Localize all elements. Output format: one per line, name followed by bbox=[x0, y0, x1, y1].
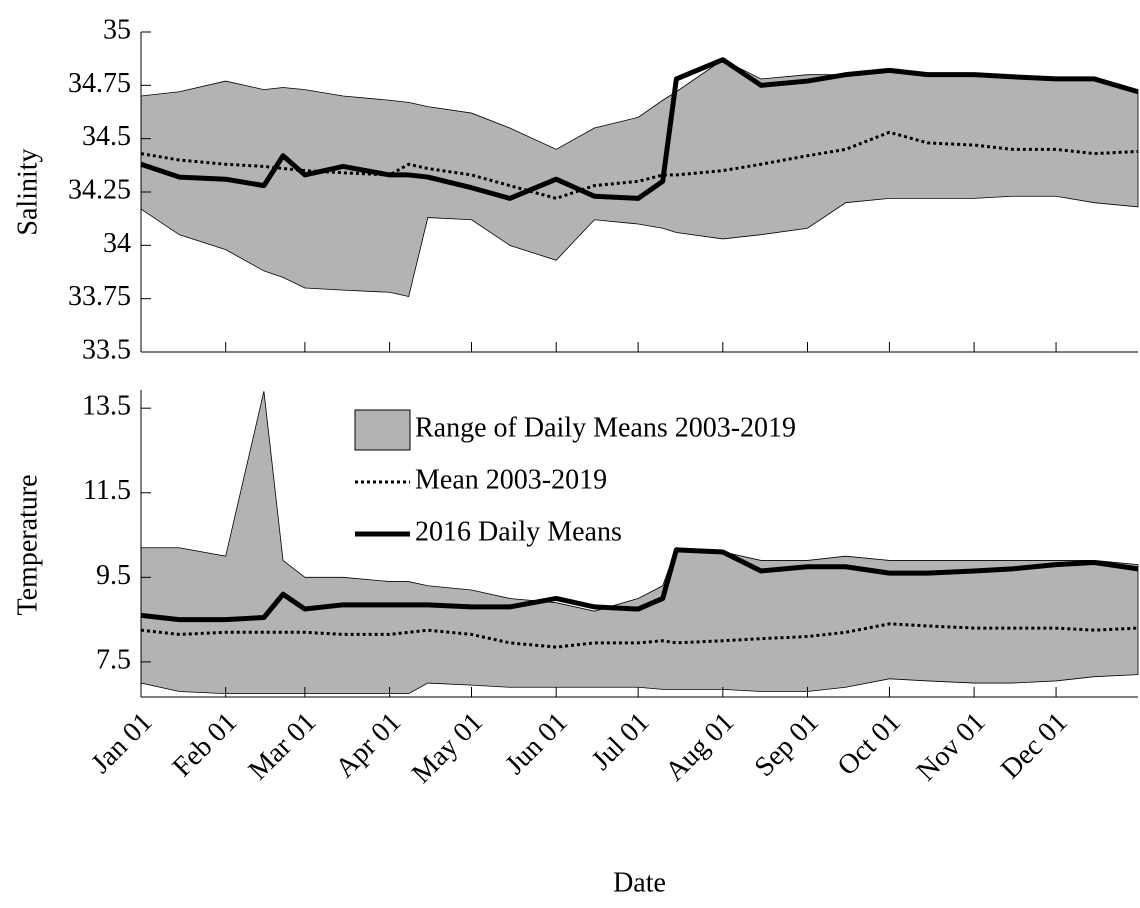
x-tick-label: Jul 01 bbox=[586, 707, 656, 777]
y-axis-label: Salinity bbox=[12, 148, 43, 235]
y-tick-label: 33.75 bbox=[68, 281, 131, 312]
y-tick-label: 34.75 bbox=[68, 68, 131, 99]
y-tick-label: 7.5 bbox=[96, 644, 131, 675]
legend-swatch bbox=[354, 409, 411, 451]
legend-label: 2016 Daily Means bbox=[415, 516, 622, 547]
x-axis-label: Date bbox=[613, 867, 666, 898]
y-tick-label: 11.5 bbox=[83, 475, 131, 506]
y-tick-label: 9.5 bbox=[96, 560, 131, 591]
x-tick-label: Apr 01 bbox=[330, 707, 407, 784]
y-tick-label: 35 bbox=[103, 14, 131, 45]
y-tick-label: 33.5 bbox=[82, 334, 131, 365]
x-tick-label: May 01 bbox=[406, 707, 489, 790]
x-tick-label: Oct 01 bbox=[832, 707, 907, 782]
x-tick-label: Jan 01 bbox=[85, 707, 158, 780]
y-axis-label: Temperature bbox=[12, 474, 43, 615]
x-tick-label: Mar 01 bbox=[243, 707, 323, 787]
legend-label: Range of Daily Means 2003-2019 bbox=[415, 412, 796, 443]
daily-line bbox=[140, 547, 1139, 623]
y-tick-label: 13.5 bbox=[82, 391, 131, 422]
range-band bbox=[140, 391, 1139, 695]
y-tick-label: 34 bbox=[103, 228, 131, 259]
x-tick-label: Dec 01 bbox=[995, 707, 1074, 786]
legend-label: Mean 2003-2019 bbox=[415, 464, 607, 495]
x-tick-label: Aug 01 bbox=[660, 707, 741, 788]
y-tick-label: 34.5 bbox=[82, 121, 131, 152]
x-tick-label: Jun 01 bbox=[499, 707, 573, 781]
y-tick-label: 34.25 bbox=[68, 174, 131, 205]
x-tick-label: Feb 01 bbox=[167, 707, 243, 783]
range-band bbox=[140, 59, 1139, 298]
x-tick-label: Nov 01 bbox=[911, 707, 992, 788]
daily-line bbox=[140, 57, 1139, 201]
x-tick-label: Sep 01 bbox=[749, 707, 825, 783]
